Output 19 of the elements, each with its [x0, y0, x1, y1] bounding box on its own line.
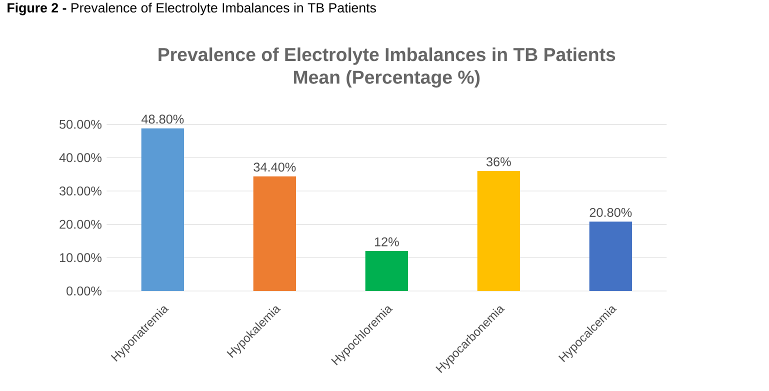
text: Figure 2 - Prevalence of Electrolyte Imbalances in TB Patients — [8, 2, 376, 16]
bar — [253, 176, 296, 291]
bar — [477, 170, 520, 291]
data-label: 36% — [486, 157, 511, 166]
data-label: 34.40% — [254, 162, 296, 172]
y-tick-label: 30.00% — [59, 186, 102, 196]
y-tick-label: 20.00% — [60, 220, 102, 229]
bar — [365, 250, 408, 291]
chart-title: Prevalence of Electrolyte Imbalances in TB Patients — [158, 47, 616, 65]
bar — [589, 222, 632, 291]
data-label: 20.80% — [590, 208, 632, 217]
chart-subtitle: Mean (Percentage %) — [294, 70, 480, 88]
y-tick-label: 10.00% — [60, 253, 102, 262]
y-tick-label: 40.00% — [59, 153, 102, 162]
data-label: 12% — [374, 237, 399, 246]
y-tick-label: 50.00% — [60, 120, 102, 129]
data-label: 48.80% — [141, 114, 184, 124]
bar — [141, 128, 184, 291]
y-tick-label: 0.00% — [66, 286, 102, 296]
